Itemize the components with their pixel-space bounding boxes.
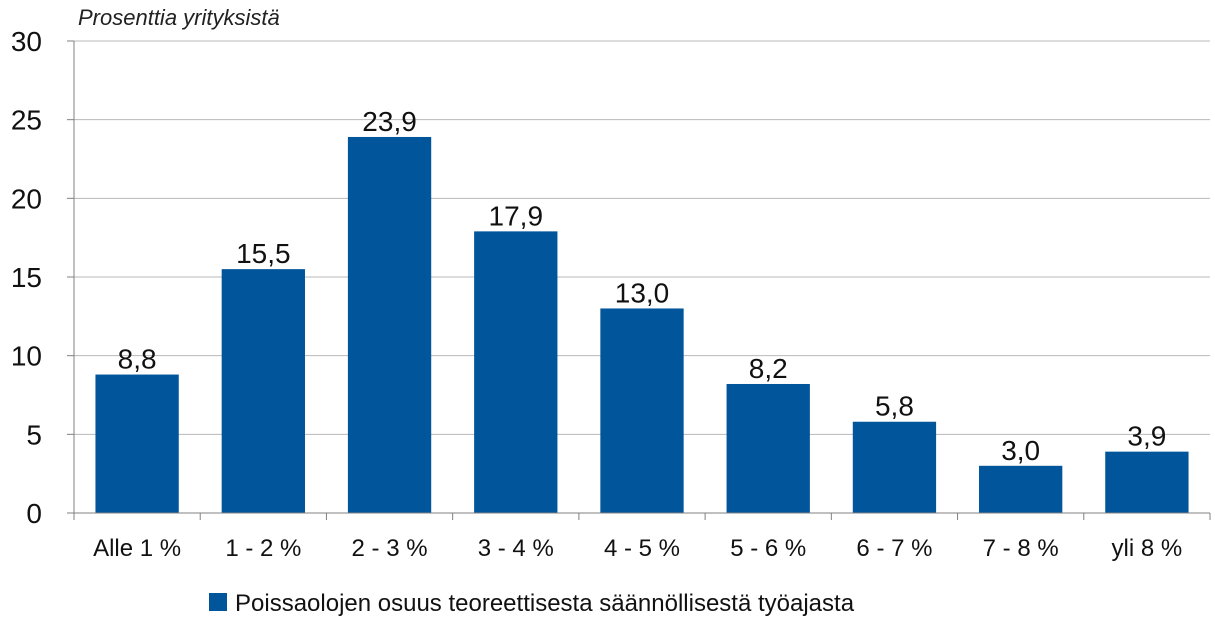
x-tick-label: Alle 1 % (93, 535, 181, 562)
bar (1105, 451, 1189, 513)
bar (347, 136, 432, 513)
data-label: 3,0 (1001, 435, 1040, 466)
x-tick-label: 6 - 7 % (856, 535, 932, 562)
data-label: 8,2 (749, 353, 788, 384)
data-labels: 8,8 15,5 23,9 17,9 13,0 8,2 5,8 3,0 3,9 (118, 106, 1167, 466)
x-axis: Alle 1 % 1 - 2 % 2 - 3 % 3 - 4 % 4 - 5 % 5 - … (73, 512, 1211, 562)
x-tick-label: 4 - 5 % (604, 535, 680, 562)
x-tick-label: 5 - 6 % (730, 535, 806, 562)
data-label: 15,5 (236, 238, 291, 269)
y-axis-label: Prosenttia yrityksistä (78, 5, 280, 30)
y-tick-label: 10 (11, 341, 42, 372)
bar (221, 269, 305, 513)
data-label: 13,0 (615, 277, 670, 308)
bar (474, 231, 558, 513)
legend-label: Poissaolojen osuus teoreettisesta säännö… (235, 590, 855, 617)
y-tick-label: 20 (11, 183, 42, 214)
data-label: 3,9 (1127, 421, 1166, 452)
bar (852, 421, 937, 513)
y-tick-label: 30 (11, 26, 42, 57)
legend: Poissaolojen osuus teoreettisesta säännö… (209, 590, 855, 617)
y-tick-label: 15 (11, 262, 42, 293)
x-tick-label: 2 - 3 % (352, 535, 428, 562)
data-label: 23,9 (362, 106, 417, 137)
bar (726, 383, 810, 513)
data-label: 17,9 (489, 200, 544, 231)
bar (979, 465, 1063, 513)
data-label: 8,8 (118, 344, 157, 375)
y-tick-label: 25 (11, 105, 42, 136)
bar (95, 374, 179, 513)
x-tick-label: 3 - 4 % (478, 535, 554, 562)
y-tick-label: 5 (26, 419, 42, 450)
legend-swatch (209, 593, 227, 611)
x-tick-label: 7 - 8 % (983, 535, 1059, 562)
y-tick-label: 0 (26, 498, 42, 529)
x-tick-label: 1 - 2 % (225, 535, 301, 562)
bar (600, 308, 684, 513)
bars (95, 136, 1189, 513)
x-tick-label: yli 8 % (1112, 535, 1183, 562)
y-axis-ticks: 0 5 10 15 20 25 30 (11, 26, 75, 529)
data-label: 5,8 (875, 391, 914, 422)
